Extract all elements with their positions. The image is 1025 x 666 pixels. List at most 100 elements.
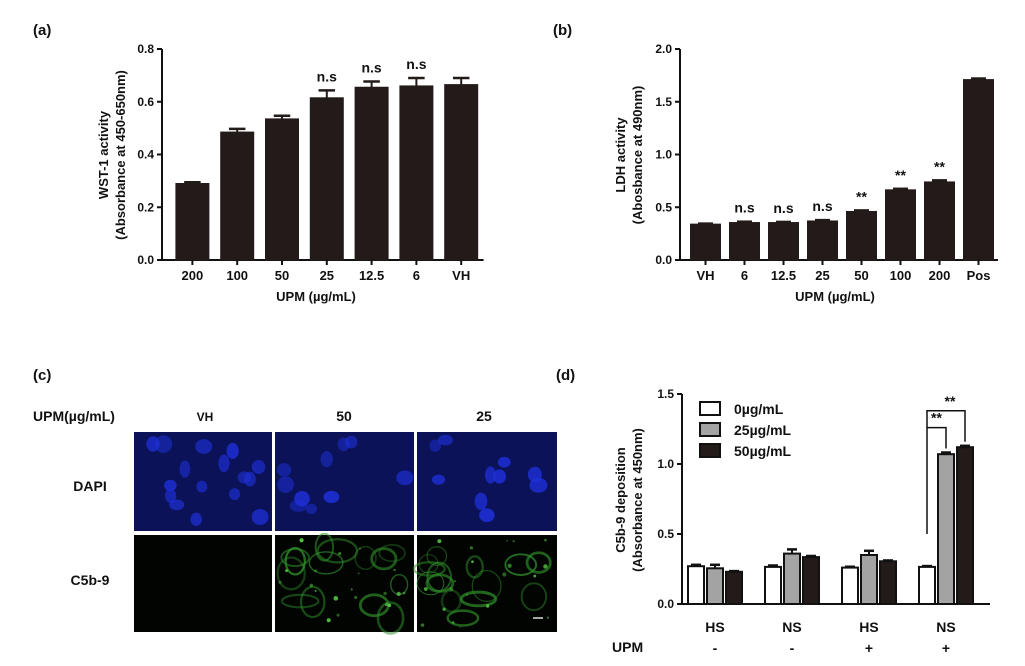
panel-a-bar (175, 183, 210, 261)
c5b9-spot (393, 568, 396, 572)
panel-b-bar (963, 79, 994, 261)
panel-d-bar (802, 556, 820, 605)
c5b9-spot (333, 596, 339, 601)
c5b9-signal (525, 551, 552, 574)
panel-b-significance-label: ** (895, 167, 906, 183)
c5b9-spot (459, 626, 462, 628)
dapi-nucleus (165, 488, 177, 504)
dapi-nucleus (479, 508, 495, 523)
panel-d-upm-sign: + (865, 640, 873, 656)
panel-c-col-25: 25 (476, 408, 492, 424)
panel-d-bar (860, 554, 878, 605)
c5b9-spot (507, 563, 512, 568)
panel-b-label: (b) (553, 22, 572, 39)
c5b9-signal (520, 582, 548, 612)
panel-b-bar (729, 222, 760, 261)
c5b9-signal (378, 543, 406, 563)
panel-d-upm-sign: - (790, 640, 795, 656)
panel-d-significance-label: ** (931, 410, 942, 426)
dapi-nucleus (251, 459, 266, 474)
dapi-nucleus (294, 491, 310, 507)
dapi-nucleus (179, 460, 191, 478)
panel-d-bracket (926, 426, 947, 534)
panel-a-xtick-label: 6 (413, 268, 420, 283)
panel-d-ytick-label: 1.5 (657, 387, 674, 401)
panel-b-bar (768, 222, 799, 261)
panel-a-bar (399, 85, 434, 261)
panel-a-ytick-label: 0.4 (137, 148, 154, 162)
panel-a-ytick-label: 0.0 (137, 253, 154, 267)
panel-d-label: (d) (556, 367, 575, 384)
c5b9-spot (420, 623, 425, 627)
panel-a-ytick-label: 0.8 (137, 42, 154, 56)
c5b9-signal (459, 590, 498, 608)
panel-c-col-50: 50 (336, 408, 352, 424)
c5b9-spot (350, 588, 353, 591)
dapi-nucleus (251, 508, 269, 525)
dapi-nucleus (474, 492, 488, 511)
c5b9-spot (359, 547, 361, 550)
panel-d-legend-swatch (699, 401, 721, 416)
c5b9-signal (465, 555, 484, 579)
c5b9-spot (338, 552, 342, 556)
panel-a-bar (444, 84, 479, 261)
panel-b-significance-label: n.s (812, 198, 832, 214)
panel-d-xtick-label: HS (859, 619, 878, 635)
c5b9-spot (543, 564, 548, 569)
c5b9-spot (546, 616, 550, 619)
micrograph-grid (134, 432, 557, 635)
panel-b-significance-label: n.s (773, 200, 793, 216)
panel-d-bar (879, 560, 897, 605)
panel-b-ylabel: LDH activity (613, 117, 628, 193)
c5b9-spot (402, 591, 406, 595)
dapi-nucleus (226, 442, 239, 460)
panel-b-ytick-label: 0.0 (655, 253, 672, 267)
c5b9-spot (354, 595, 358, 600)
c5b9-signal (446, 609, 480, 627)
c5b9-signal (284, 546, 306, 576)
c5b9-spot (423, 587, 428, 591)
panel-d-bar (764, 565, 782, 606)
c5b9-signal (416, 571, 445, 596)
c5b9-image-25 (417, 535, 557, 632)
c5b9-spot (384, 603, 389, 607)
dapi-nucleus (437, 434, 453, 446)
panel-c-label: (c) (33, 367, 51, 384)
panel-b-ytick-label: 0.5 (655, 200, 672, 214)
panel-d-bar (725, 570, 743, 605)
panel-d-legend-label: 0µg/mL (734, 401, 784, 417)
dapi-nucleus (431, 474, 446, 485)
dapi-nucleus (429, 439, 442, 452)
panel-b-xtick-label: 6 (741, 268, 748, 283)
dapi-nucleus (190, 512, 202, 527)
panel-b-significance-label: ** (934, 158, 945, 174)
dapi-nucleus (396, 470, 414, 486)
panel-b-xtick-label: 12.5 (771, 268, 796, 283)
c5b9-spot (278, 580, 282, 584)
c5b9-spot (437, 539, 442, 544)
c5b9-signal (471, 569, 502, 603)
c5b9-signal (308, 551, 344, 575)
panel-a-xtick-label: 200 (182, 268, 204, 283)
panel-a-bar (220, 131, 255, 261)
panel-b-bar (807, 220, 838, 261)
panel-a-ytick-label: 0.6 (137, 95, 154, 109)
panel-b-xtick-label: Pos (967, 268, 991, 283)
dapi-nucleus (497, 456, 511, 468)
dapi-nucleus (529, 477, 548, 493)
panel-b-bar (846, 210, 877, 261)
dapi-nucleus (218, 454, 230, 473)
panel-d-bar (687, 565, 705, 606)
dapi-nucleus (146, 436, 160, 452)
panel-c-row-dapi: DAPI (73, 478, 106, 494)
panel-b-ylabel-unit: (Abosbance at 490nm) (630, 86, 645, 225)
c5b9-spot (506, 539, 508, 542)
panel-b-ytick-label: 1.5 (655, 95, 672, 109)
panel-d-bar (706, 567, 724, 605)
c5b9-signal (370, 547, 398, 571)
panel-d-legend-swatch (699, 422, 721, 437)
panel-a-ytick-label: 0.2 (137, 200, 154, 214)
c5b9-spot (454, 580, 456, 583)
panel-b-significance-label: ** (856, 188, 867, 204)
